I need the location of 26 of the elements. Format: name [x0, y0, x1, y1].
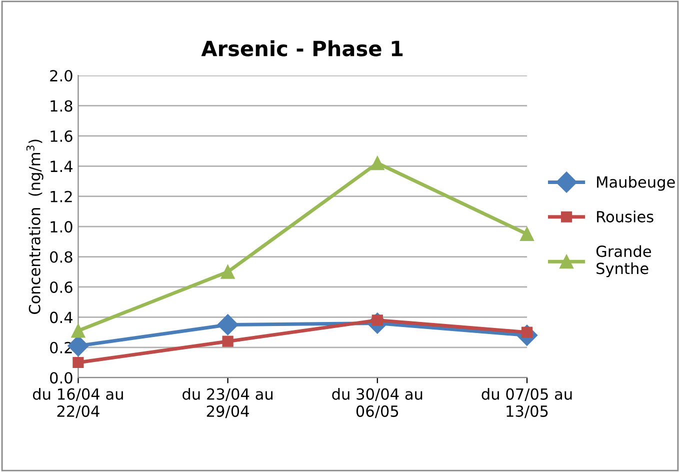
y-axis-title: Concentration (ng/m$^{3}$) — [26, 140, 44, 314]
y-tick-label: 1.0 — [50, 221, 72, 233]
point — [222, 336, 234, 347]
x-tick-label: du 30/04 au 06/05 — [332, 388, 422, 418]
y-tick-label: 1.2 — [50, 190, 72, 202]
y-tick-label: 2.0 — [50, 70, 72, 82]
y-tick-label: 1.8 — [50, 100, 72, 112]
y-tick-label: 0.0 — [50, 372, 72, 384]
point — [370, 156, 384, 170]
legend-label: Rousies — [597, 210, 654, 222]
y-tick-label: 0.4 — [50, 312, 72, 324]
x-tick-label: du 16/04 au 22/04 — [32, 388, 123, 418]
point — [72, 356, 84, 368]
legend-label: Maubeuge — [597, 176, 675, 191]
point — [71, 324, 86, 338]
chart-title: Arsenic - Phase 1 — [201, 40, 403, 56]
point — [220, 264, 235, 279]
y-tick-label: 0.6 — [50, 281, 72, 293]
y-tick-label: 1.6 — [50, 130, 72, 142]
y-tick-label: 0.8 — [50, 251, 72, 263]
x-tick-label: du 07/05 au 13/05 — [482, 388, 572, 418]
y-tick-label: 1.4 — [50, 160, 72, 172]
point — [217, 314, 238, 336]
point — [520, 227, 534, 242]
legend-label: Grande Synthe — [596, 245, 652, 278]
x-tick-label: du 23/04 au 29/04 — [182, 388, 272, 418]
